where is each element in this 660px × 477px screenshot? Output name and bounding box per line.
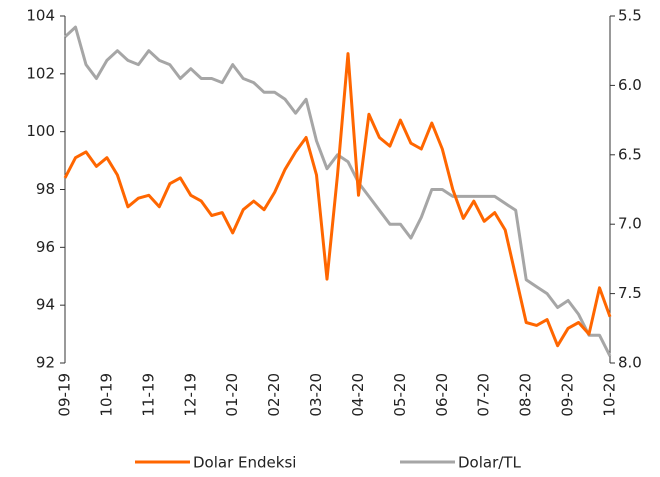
- x-tick-label: 06-20: [433, 373, 451, 417]
- y-tick-label: 96: [36, 238, 55, 256]
- y-tick-label: 100: [26, 122, 55, 140]
- y2-tick-label: 7.0: [618, 215, 642, 233]
- x-tick-label: 10-19: [97, 373, 115, 417]
- y2-tick-label: 5.5: [618, 7, 642, 25]
- legend-label: Dolar/TL: [458, 454, 521, 472]
- y2-tick-label: 6.0: [618, 76, 642, 94]
- x-tick-label: 01-20: [223, 373, 241, 417]
- x-tick-label: 05-20: [391, 373, 409, 417]
- y2-tick-label: 6.5: [618, 145, 642, 163]
- x-tick-label: 12-19: [181, 373, 199, 417]
- y2-tick-label: 8.0: [618, 354, 642, 372]
- series-line: [63, 52, 612, 348]
- x-tick-label: 09-19: [56, 373, 74, 417]
- x-tick-label: 10-20: [601, 373, 619, 417]
- x-tick-label: 08-20: [517, 373, 535, 417]
- y-tick-label: 92: [36, 354, 55, 372]
- y2-tick-label: 7.5: [618, 284, 642, 302]
- x-tick-label: 11-19: [139, 373, 157, 417]
- y-tick-label: 104: [26, 7, 55, 25]
- x-tick-label: 07-20: [475, 373, 493, 417]
- x-tick-label: 09-20: [559, 373, 577, 417]
- x-tick-label: 04-20: [349, 373, 367, 417]
- y-tick-label: 98: [36, 180, 55, 198]
- y-tick-label: 102: [26, 64, 55, 82]
- x-tick-label: 03-20: [307, 373, 325, 417]
- legend-label: Dolar Endeksi: [193, 454, 296, 472]
- x-tick-label: 02-20: [265, 373, 283, 417]
- y-tick-label: 94: [36, 296, 55, 314]
- series-line: [63, 25, 612, 357]
